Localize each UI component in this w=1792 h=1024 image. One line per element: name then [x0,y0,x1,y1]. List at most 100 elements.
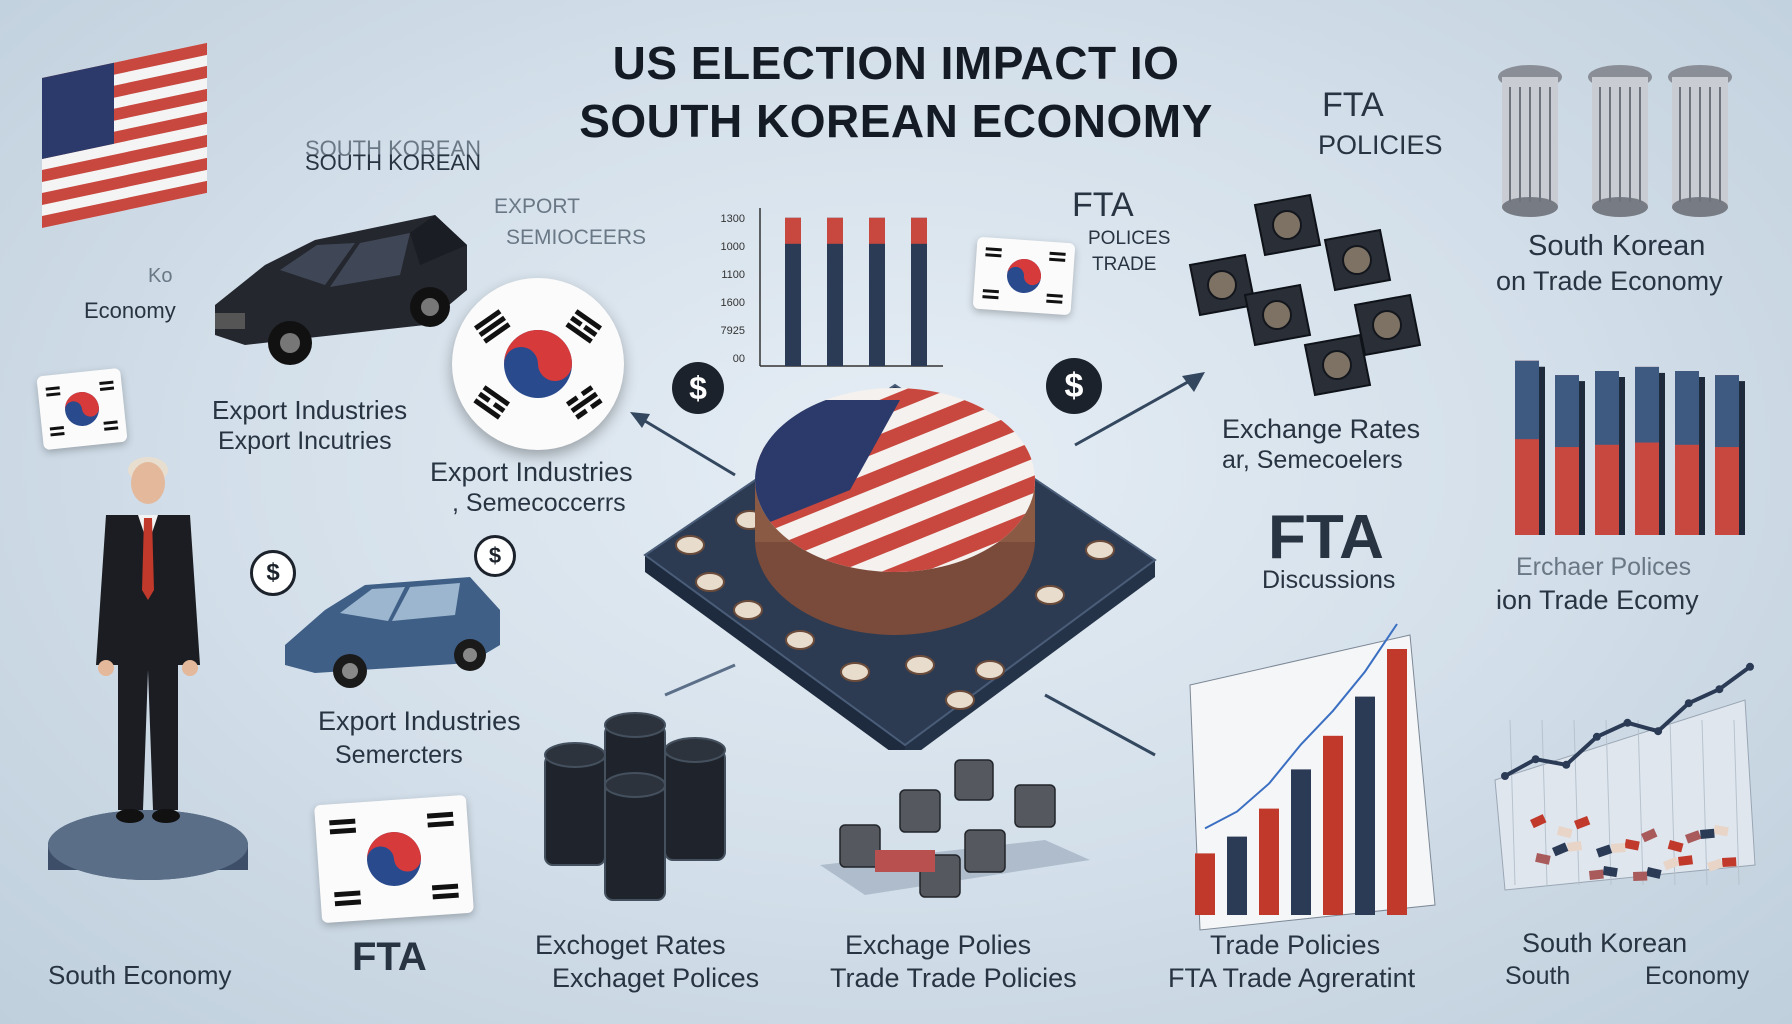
bar-top [1515,360,1539,440]
label-exchange-policies-bottom-2: Trade Trade Policies [830,963,1077,993]
map-fragment [1551,842,1569,857]
bar [1195,853,1215,915]
label-semiconductors-4: Semercters [335,741,463,769]
data-point [1715,685,1724,694]
data-point [1531,755,1540,764]
arrow-icon [1070,370,1210,450]
bar-top [1555,375,1579,448]
bar-side [1619,377,1625,535]
map-fragment [1663,856,1680,871]
map-fragment [1596,844,1613,858]
tick-label: 00 [733,353,745,365]
bar-top [1675,371,1699,445]
bar-side [1659,372,1665,535]
bar-top [1715,375,1739,448]
data-point [1501,772,1509,780]
bar [1259,808,1279,915]
label-semiconductors-upper: SEMIOCEERS [506,226,647,249]
label-south-korean-a: SOUTH KOREAN [305,136,482,161]
map-fragment [1530,814,1547,829]
data-point [1654,727,1663,736]
bar-side [1739,381,1745,535]
dollar-coin-icon: $ [474,535,516,577]
bar-chart-top: 1300 1000 1100 1600 7925 00 [705,200,945,375]
label-exchange-policies-right-2: ion Trade Ecomy [1496,585,1699,615]
label-exchange-rates-bottom-1: Exchoget Rates [535,930,726,960]
chip-stack-icon [1185,185,1430,415]
data-point [1562,760,1571,769]
bar-cap [911,217,927,244]
data-point [1746,662,1754,671]
bar [1291,769,1311,915]
tick-label: 1300 [721,213,745,225]
cube-cluster-icon [815,745,1095,915]
dollar-coin-icon: $ [250,550,296,596]
grid-line [1605,719,1612,886]
page-title: US ELECTION IMPACT IO SOUTH KOREAN ECONO… [0,34,1792,150]
label-sk-right-1: South Korean [1528,230,1706,262]
label-semiconductors-3: , Semecoccerrs [452,489,626,517]
map-fragment [1602,866,1618,878]
label-exchange-rates: Exchange Rates [1222,414,1421,444]
tick-label: 7925 [721,325,745,337]
bar-side [1579,381,1585,535]
grid-line [1509,719,1516,886]
map-fragment [1574,815,1591,830]
grid-line [1733,719,1740,886]
map-fragment [1722,857,1737,867]
label-exchange-rates-bottom-2: Exchaget Polices [552,963,760,993]
label-economy-left: Economy [84,298,176,323]
data-point [1592,732,1601,741]
bar [1227,836,1247,915]
map-fragment [1645,867,1662,879]
bar [1323,735,1343,915]
bar [827,217,843,366]
tick-label: 1600 [721,297,745,309]
bar-chart-rising [1170,615,1440,935]
us-flag-icon [42,40,217,240]
map-fragment [1685,830,1702,844]
label-south-economy: South Economy [48,960,232,990]
arrow-icon [630,410,740,480]
bar-cap [785,217,801,244]
korean-flag-icon [36,367,128,451]
label-sk-bottom-right-1: South Korean [1522,928,1688,958]
title-line-1: US ELECTION IMPACT IO [612,37,1180,89]
title-line-2: SOUTH KOREAN ECONOMY [579,95,1213,147]
label-export-industries-3: Export Industries [430,457,633,487]
politician-figure-icon [38,450,258,900]
bar [1355,696,1375,915]
label-fta-policies: POLICIES [1318,130,1443,160]
label-fta-mid-trade: TRADE [1092,254,1157,275]
label-fta-bottom: FTA [352,935,427,979]
label-sk-bottom-right-3: Economy [1645,962,1750,990]
line-chart-right [1490,640,1760,900]
korean-flag-icon [314,794,474,924]
map-fragment [1641,828,1658,843]
bar [911,217,927,366]
korean-flag-badge-icon [452,278,624,450]
arrow-icon [660,660,740,700]
label-fta-mid-policies: POLICES [1088,228,1171,249]
dollar-coin-icon: $ [1046,358,1102,414]
label-ko: Ko [148,265,173,287]
map-fragment [1556,826,1573,839]
bar-side [1699,377,1705,535]
label-exchange-sub: ar, Semecoelers [1222,446,1403,474]
map-fragment [1713,825,1729,837]
map-fragment [1667,839,1684,853]
label-fta-mid: FTA [1072,186,1134,224]
bar-cap [827,217,843,244]
label-exchange-policies-bottom-1: Exchage Polies [845,930,1032,960]
bar [869,217,885,366]
can-stack-icon [1490,62,1760,227]
data-point [1684,699,1693,708]
label-fta-discussions: FTA [1268,503,1384,572]
map-fragment [1611,843,1626,853]
bar [785,217,801,366]
label-fta-discussions-sub: Discussions [1262,566,1396,594]
bar-top [1635,366,1659,443]
arrow-icon [1040,690,1160,760]
map-fragment [1567,841,1583,852]
map-fragment [1589,869,1604,880]
